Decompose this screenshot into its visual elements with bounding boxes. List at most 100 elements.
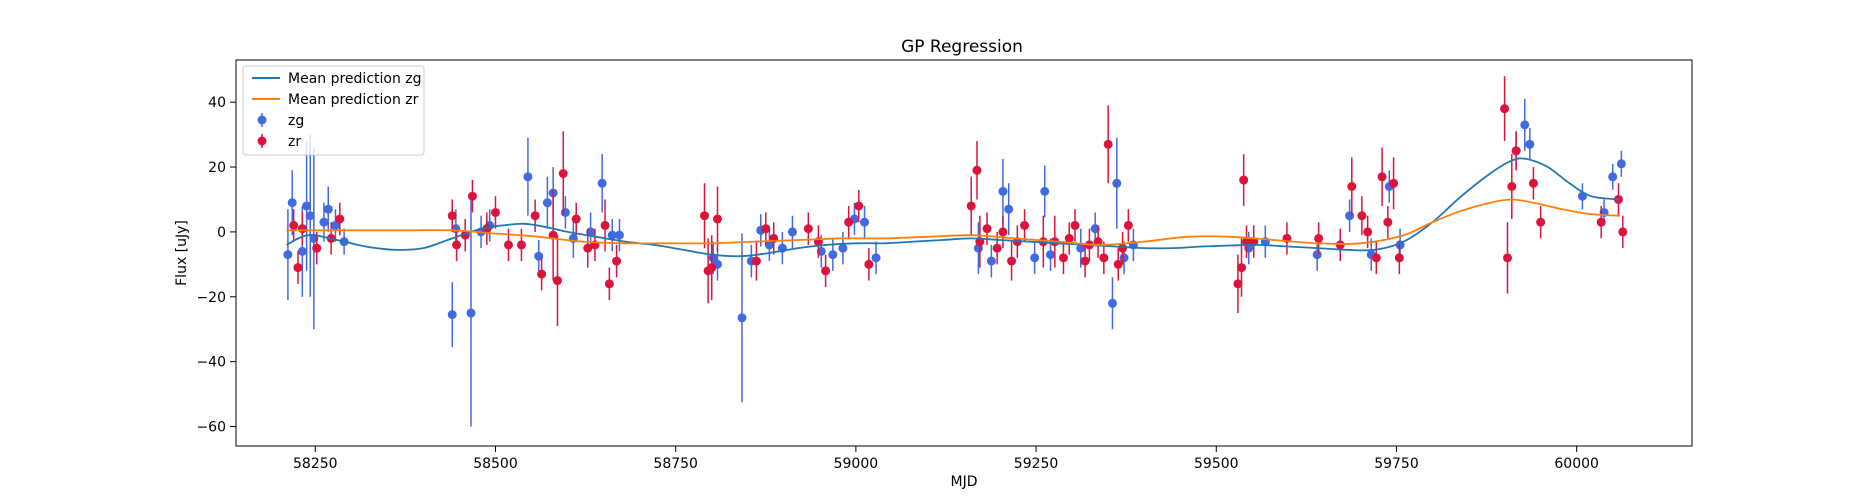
data-point bbox=[289, 220, 299, 230]
x-tick-label: 59750 bbox=[1374, 456, 1419, 472]
data-point bbox=[761, 224, 771, 234]
data-point bbox=[992, 243, 1002, 253]
data-point bbox=[302, 201, 312, 211]
data-point bbox=[1118, 243, 1128, 253]
data-point bbox=[297, 224, 307, 234]
data-point bbox=[466, 308, 476, 318]
data-point bbox=[821, 266, 831, 276]
data-point bbox=[1007, 256, 1017, 266]
data-point bbox=[1080, 256, 1090, 266]
data-point bbox=[323, 204, 333, 214]
data-point bbox=[1536, 217, 1546, 227]
x-tick-label: 60000 bbox=[1554, 456, 1599, 472]
data-point bbox=[1237, 263, 1247, 273]
data-point bbox=[998, 227, 1008, 237]
data-point bbox=[1103, 139, 1113, 149]
data-point bbox=[1389, 178, 1399, 188]
data-point bbox=[1064, 233, 1074, 243]
data-point bbox=[1347, 182, 1357, 192]
data-point bbox=[972, 165, 982, 175]
legend: Mean prediction zg Mean prediction zr zg… bbox=[242, 65, 425, 156]
legend-entry-zg: zg bbox=[288, 113, 304, 129]
data-point bbox=[560, 207, 570, 217]
data-point bbox=[283, 250, 293, 260]
data-point bbox=[1394, 253, 1404, 263]
y-tick-label: −40 bbox=[196, 355, 226, 371]
data-point bbox=[712, 214, 722, 224]
y-tick-label: −20 bbox=[196, 290, 226, 306]
legend-swatch-zr-marker bbox=[257, 136, 267, 146]
data-point bbox=[1242, 237, 1252, 247]
data-point bbox=[319, 217, 329, 227]
data-point bbox=[864, 259, 874, 269]
x-tick-label: 59000 bbox=[834, 456, 879, 472]
data-point bbox=[764, 240, 774, 250]
plot-area bbox=[283, 76, 1628, 427]
data-point bbox=[1511, 146, 1521, 156]
data-point bbox=[542, 198, 552, 208]
data-point bbox=[467, 191, 477, 201]
chart-title: GP Regression bbox=[901, 37, 1023, 57]
data-point bbox=[1239, 175, 1249, 185]
x-tick-label: 58750 bbox=[653, 456, 698, 472]
data-point bbox=[1618, 227, 1628, 237]
data-point bbox=[1312, 250, 1322, 260]
data-point bbox=[1314, 233, 1324, 243]
series-zg-points bbox=[283, 98, 1626, 427]
data-point bbox=[1335, 240, 1345, 250]
data-point bbox=[571, 214, 581, 224]
data-point bbox=[1058, 253, 1068, 263]
data-point bbox=[614, 230, 624, 240]
data-point bbox=[1030, 253, 1040, 263]
data-point bbox=[1123, 220, 1133, 230]
data-point bbox=[583, 243, 593, 253]
data-point bbox=[1528, 178, 1538, 188]
y-tick-label: 0 bbox=[217, 225, 226, 241]
data-point bbox=[330, 220, 340, 230]
series-zr-points bbox=[289, 76, 1628, 326]
data-point bbox=[293, 263, 303, 273]
data-point bbox=[503, 240, 513, 250]
data-point bbox=[305, 211, 315, 221]
data-point bbox=[447, 211, 457, 221]
data-point bbox=[1377, 172, 1387, 182]
data-point bbox=[297, 246, 307, 256]
data-point bbox=[612, 256, 622, 266]
data-point bbox=[700, 211, 710, 221]
data-point bbox=[860, 217, 870, 227]
data-point bbox=[1596, 217, 1606, 227]
data-point bbox=[552, 276, 562, 286]
data-point bbox=[537, 269, 547, 279]
data-point bbox=[452, 240, 462, 250]
data-point bbox=[597, 178, 607, 188]
legend-entry-mean-zg: Mean prediction zg bbox=[288, 71, 422, 87]
data-point bbox=[1616, 159, 1626, 169]
x-axis: 58250 58500 58750 59000 59250 59500 59750 60000 bbox=[293, 446, 1599, 472]
legend-box bbox=[242, 65, 425, 156]
data-point bbox=[844, 217, 854, 227]
data-point bbox=[530, 211, 540, 221]
data-point bbox=[871, 253, 881, 263]
data-point bbox=[986, 256, 996, 266]
data-point bbox=[287, 198, 297, 208]
x-tick-label: 58250 bbox=[293, 456, 338, 472]
x-tick-label: 59250 bbox=[1014, 456, 1059, 472]
data-point bbox=[1070, 220, 1080, 230]
data-point bbox=[1357, 211, 1367, 221]
data-point bbox=[1004, 204, 1014, 214]
data-point bbox=[490, 207, 500, 217]
data-point bbox=[1525, 139, 1535, 149]
legend-swatch-zg-marker bbox=[257, 115, 267, 125]
axes-frame bbox=[235, 59, 1693, 447]
data-point bbox=[558, 169, 568, 179]
data-point bbox=[1502, 253, 1512, 263]
data-point bbox=[312, 243, 322, 253]
data-point bbox=[1500, 104, 1510, 114]
data-point bbox=[707, 263, 717, 273]
data-point bbox=[1520, 120, 1530, 130]
data-point bbox=[838, 243, 848, 253]
data-point bbox=[828, 250, 838, 260]
data-point bbox=[751, 256, 761, 266]
data-point bbox=[335, 214, 345, 224]
